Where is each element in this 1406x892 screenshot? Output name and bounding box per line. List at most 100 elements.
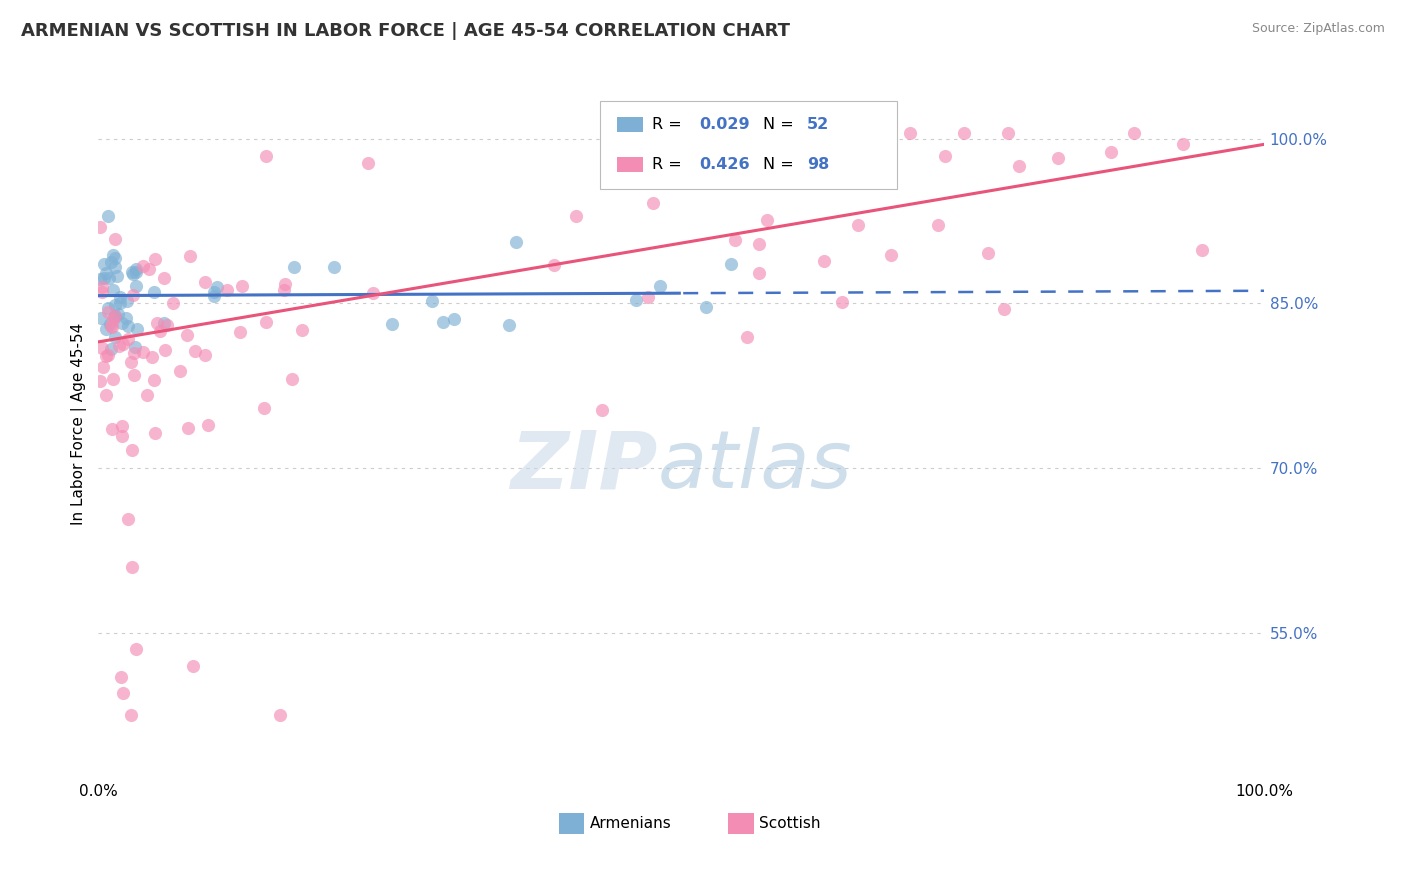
Point [254, 315, 277, 329]
Point [100, 254, 122, 268]
Point [720, 257, 742, 271]
Point [273, 283, 295, 297]
Point [101, 422, 124, 436]
Point [591, 403, 613, 417]
Point [101, 312, 124, 326]
Point [505, 235, 527, 249]
Point [420, 294, 443, 309]
Point [122, 346, 145, 360]
Point [269, 708, 291, 723]
Point [103, 298, 125, 312]
Point [103, 372, 125, 386]
Point [748, 236, 770, 251]
Point [117, 332, 139, 346]
Point [280, 371, 302, 385]
Y-axis label: In Labor Force | Age 45-54: In Labor Force | Age 45-54 [72, 323, 87, 525]
Point [89, 272, 111, 286]
Point [107, 307, 129, 321]
Point [104, 232, 127, 246]
Point [1123, 126, 1146, 140]
Text: N =: N = [763, 157, 799, 172]
Point [138, 262, 160, 277]
Point [953, 126, 976, 140]
Point [103, 310, 125, 324]
Point [94, 388, 117, 402]
Point [125, 264, 148, 278]
Point [111, 429, 134, 443]
Text: 0.029: 0.029 [699, 117, 749, 132]
Text: R =: R = [652, 157, 688, 172]
Point [202, 288, 225, 302]
Point [94, 322, 117, 336]
Bar [728, 813, 754, 834]
Point [898, 126, 921, 140]
Point [91, 359, 114, 374]
Point [97, 348, 120, 362]
Point [90, 285, 112, 300]
Point [839, 126, 862, 140]
Point [91, 341, 114, 355]
Point [121, 265, 143, 279]
Point [443, 312, 465, 326]
Point [127, 322, 149, 336]
Text: ZIP: ZIP [510, 427, 658, 506]
Point [927, 218, 949, 232]
Point [997, 126, 1019, 140]
Point [94, 349, 117, 363]
Text: Scottish: Scottish [759, 815, 821, 830]
Point [543, 258, 565, 272]
Point [104, 309, 127, 323]
Point [110, 289, 132, 303]
Point [91, 280, 114, 294]
Point [101, 248, 124, 262]
Point [117, 293, 139, 308]
Point [143, 252, 166, 266]
Bar [617, 117, 643, 132]
FancyBboxPatch shape [599, 101, 897, 189]
Point [756, 213, 779, 227]
Point [231, 279, 253, 293]
Point [132, 344, 155, 359]
Point [104, 329, 127, 343]
Point [813, 253, 835, 268]
Point [94, 266, 117, 280]
Point [141, 350, 163, 364]
Point [89, 219, 111, 234]
Point [194, 348, 217, 362]
Point [1171, 137, 1194, 152]
Point [93, 271, 115, 285]
Point [97, 301, 120, 315]
Point [498, 318, 520, 332]
Point [254, 149, 277, 163]
Point [115, 310, 138, 325]
Point [695, 300, 717, 314]
Point [97, 305, 120, 319]
Point [104, 260, 127, 275]
Point [100, 318, 122, 333]
Point [846, 218, 869, 232]
Point [648, 278, 671, 293]
Point [98, 318, 121, 332]
Point [93, 257, 115, 271]
Point [176, 421, 198, 435]
Point [626, 293, 648, 307]
Point [748, 267, 770, 281]
Point [156, 318, 179, 333]
Point [120, 708, 142, 723]
Point [111, 316, 134, 330]
Point [179, 249, 201, 263]
Point [381, 318, 404, 332]
Point [97, 209, 120, 223]
Point [202, 285, 225, 300]
Point [357, 156, 380, 170]
Point [228, 325, 250, 339]
Text: R =: R = [652, 117, 688, 132]
Bar [558, 813, 585, 834]
Text: atlas: atlas [658, 427, 852, 506]
Point [125, 642, 148, 657]
Point [176, 328, 198, 343]
Point [993, 301, 1015, 316]
Point [1047, 152, 1070, 166]
Point [142, 373, 165, 387]
Point [1007, 159, 1029, 173]
